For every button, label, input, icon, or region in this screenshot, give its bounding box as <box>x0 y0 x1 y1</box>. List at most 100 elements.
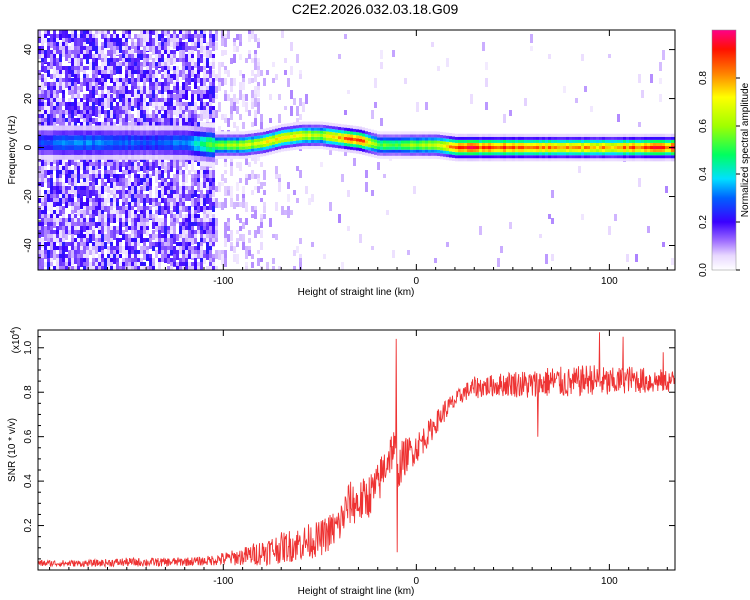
spectrogram-cell <box>95 194 98 202</box>
spectrogram-ridge-cell <box>407 134 410 138</box>
spectrogram-cell <box>89 174 92 181</box>
spectrogram-ridge-cell <box>371 151 374 155</box>
spectrogram-ridge-cell <box>332 144 335 148</box>
spectrogram-cell <box>167 82 170 88</box>
spectrogram-cell <box>167 102 170 109</box>
spectrogram-cell <box>146 158 149 164</box>
spectrogram-ridge-cell <box>521 136 524 140</box>
spectrogram-ridge-cell <box>428 143 431 147</box>
spectrogram-cell <box>53 86 56 93</box>
spectrogram-cell <box>89 234 92 241</box>
spectrogram-ridge-cell <box>512 142 515 147</box>
spectrogram-ridge-cell <box>353 125 356 129</box>
spectrogram-cell <box>149 62 152 69</box>
spectrogram-cell <box>98 226 101 233</box>
spectrogram-cell <box>170 226 173 232</box>
spectrogram-ridge-cell <box>650 158 653 162</box>
spectrogram-cell <box>62 250 65 255</box>
spectrogram-cell <box>41 222 44 229</box>
spectrogram-cell <box>215 74 218 81</box>
spectrogram-cell <box>140 234 143 243</box>
spectrogram-cell <box>71 198 74 205</box>
spectrogram-ridge-cell <box>176 154 179 160</box>
spectrogram-cell <box>239 90 242 100</box>
spectrogram-ridge-cell <box>476 139 479 143</box>
spectrogram-ridge-cell <box>320 133 323 137</box>
spectrogram-cell <box>131 222 134 229</box>
spectrogram-ridge-cell <box>635 146 638 150</box>
spectrogram-cell <box>347 190 350 197</box>
spectrogram-cell <box>41 94 44 100</box>
spectrogram-ridge-cell <box>482 139 485 143</box>
spectrogram-ridge-cell <box>485 142 488 147</box>
spectrogram-cell <box>134 218 137 226</box>
spectrogram-cell <box>224 198 227 208</box>
spectrogram-ridge-cell <box>326 134 329 138</box>
spectrogram-cell <box>110 258 113 264</box>
spectrogram-cell <box>608 226 611 235</box>
spectrogram-cell <box>191 94 194 103</box>
spectrogram-cell <box>86 82 89 91</box>
spectrogram-cell <box>257 106 260 114</box>
spectrogram-cell <box>95 246 98 254</box>
spectrogram-ridge-cell <box>422 140 425 144</box>
spectrogram-cell <box>146 238 149 242</box>
spectrogram-ridge-cell <box>242 140 245 144</box>
spectrogram-cell <box>164 238 167 242</box>
spectrogram-cell <box>125 110 128 115</box>
spectrogram-cell <box>254 54 257 60</box>
spectrogram-ridge-cell <box>422 149 425 153</box>
spectrogram-cell <box>59 70 62 76</box>
spectrogram-ridge-cell <box>653 149 656 153</box>
spectrogram-cell <box>125 210 128 218</box>
spectrogram-ridge-cell <box>248 130 251 134</box>
spectrogram-cell <box>158 262 161 269</box>
spectrogram-ridge-cell <box>599 142 602 147</box>
spectrogram-cell <box>167 202 170 207</box>
spectrogram-cell <box>74 266 77 270</box>
spectrogram-cell <box>146 78 149 82</box>
spectrogram-ridge-cell <box>347 143 350 147</box>
spectrogram-cell <box>224 222 227 232</box>
spectrogram-ridge-cell <box>272 150 275 154</box>
spectrogram-ridge-cell <box>374 139 377 143</box>
spectrogram-ridge-cell <box>434 134 437 138</box>
spectrogram-cell <box>194 258 197 264</box>
spectrogram-cell <box>212 254 215 259</box>
spectrogram-cell <box>203 230 206 236</box>
spectrogram-cell <box>113 90 116 95</box>
spectrogram-cell <box>182 234 185 240</box>
spectrogram-cell <box>140 262 143 266</box>
spectrogram-cell <box>86 178 89 186</box>
spectrogram-ridge-cell <box>437 137 440 141</box>
spectrogram-ridge-cell <box>194 150 197 156</box>
spectrogram-cell <box>80 238 83 244</box>
spectrogram-cell <box>74 250 77 257</box>
spectrogram-ridge-cell <box>77 130 80 136</box>
spectrogram-ridge-cell <box>407 152 410 156</box>
spectrogram-cell <box>92 54 95 61</box>
spectrogram-cell <box>239 82 242 92</box>
spectrogram-cell <box>128 246 131 252</box>
spectrogram-cell <box>77 94 80 99</box>
spectrogram-ridge-cell <box>656 136 659 140</box>
spectrogram-ridge-cell <box>671 158 674 162</box>
spectrogram-cell <box>146 102 149 108</box>
spectrogram-cell <box>83 118 86 124</box>
spectrogram-cell <box>68 262 71 267</box>
spectrogram-cell <box>203 94 206 99</box>
spectrogram-cell <box>38 178 41 185</box>
spectrogram-cell <box>203 50 206 57</box>
spectrogram-ridge-cell <box>497 142 500 147</box>
spectrogram-cell <box>251 190 254 195</box>
spectrogram-ridge-cell <box>107 140 110 146</box>
spectrogram-ridge-cell <box>383 143 386 147</box>
spectrogram-ridge-cell <box>608 152 611 156</box>
spectrogram-ridge-cell <box>623 146 626 150</box>
spectrogram-cell <box>134 162 137 169</box>
spectrogram-cell <box>110 122 113 129</box>
spectrogram-ridge-cell <box>359 126 362 130</box>
spectrogram-ridge-cell <box>656 149 659 153</box>
spectrogram-ridge-cell <box>530 139 533 143</box>
spectrogram-ridge-cell <box>236 143 239 147</box>
